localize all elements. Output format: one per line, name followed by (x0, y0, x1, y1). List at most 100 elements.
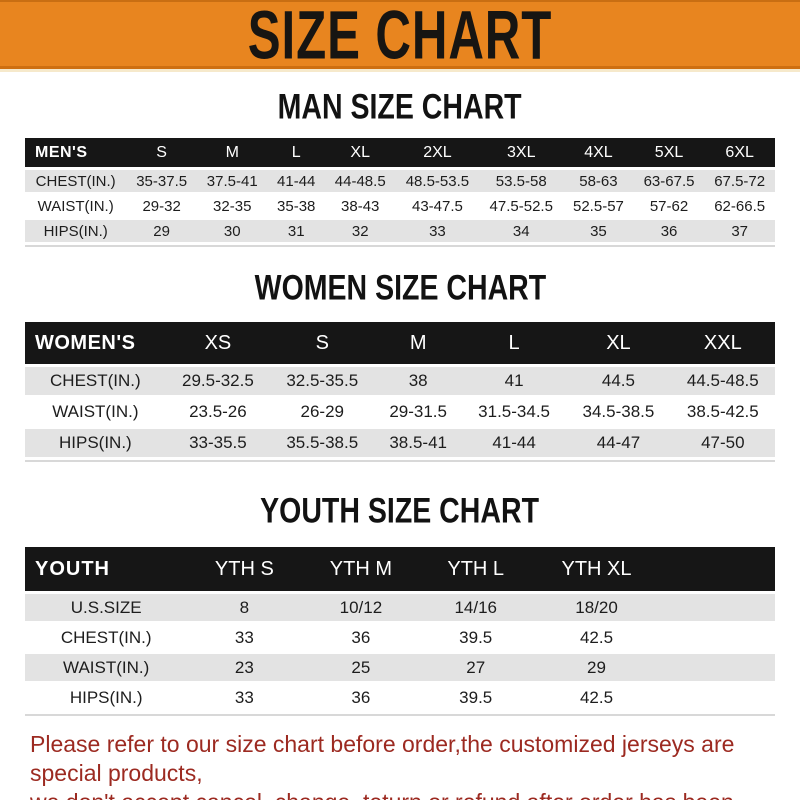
women-size-value: 35.5-38.5 (270, 429, 375, 457)
men-size-value: 67.5-72 (704, 170, 775, 192)
men-measurement-label: CHEST(IN.) (25, 170, 127, 192)
youth-measurement-label: WAIST(IN.) (25, 654, 188, 681)
women-size-value: 26-29 (270, 398, 375, 426)
order-disclaimer-note: Please refer to our size chart before or… (0, 730, 800, 800)
women-size-value: 29-31.5 (374, 398, 462, 426)
youth-filler-cell (662, 624, 775, 651)
women-size-value: 44.5 (566, 367, 671, 395)
youth-size-column-header: YTH S (187, 547, 302, 591)
men-section-heading: MAN SIZE CHART (0, 86, 800, 127)
men-section-title: MAN SIZE CHART (277, 86, 523, 127)
men-size-value: 43-47.5 (395, 195, 480, 217)
men-size-value: 53.5-58 (479, 170, 564, 192)
women-section-title: WOMEN SIZE CHART (254, 267, 546, 308)
youth-size-value: 25 (301, 654, 421, 681)
men-size-value: 34 (479, 220, 564, 242)
men-size-value: 58-63 (563, 170, 634, 192)
youth-size-table: YOUTH YTH S YTH M YTH L YTH XL U.S.SIZE 8 10/12… (25, 544, 775, 714)
women-size-value: 32.5-35.5 (270, 367, 375, 395)
women-size-value: 31.5-34.5 (461, 398, 567, 426)
men-size-column-header: S (126, 138, 197, 167)
youth-size-value: 27 (420, 654, 532, 681)
women-size-value: 41 (461, 367, 567, 395)
youth-filler-cell (662, 594, 775, 621)
women-row-waistin: WAIST(IN.) 23.5-26 26-29 29-31.5 31.5-34.5 34… (25, 398, 775, 426)
page-title: SIZE CHART (247, 0, 553, 73)
men-size-value: 32-35 (196, 195, 268, 217)
men-header-row: MEN'S S M L XL 2XL 3XL 4XL 5XL 6XL (25, 138, 775, 167)
youth-size-value: 10/12 (301, 594, 421, 621)
women-section-heading: WOMEN SIZE CHART (0, 267, 800, 308)
women-size-value: 44-47 (566, 429, 671, 457)
size-chart-banner: SIZE CHART (0, 0, 800, 72)
men-size-value: 52.5-57 (563, 195, 634, 217)
men-size-value: 57-62 (633, 195, 705, 217)
men-size-value: 30 (196, 220, 268, 242)
men-measurement-label: WAIST(IN.) (25, 195, 127, 217)
men-size-column-header: 2XL (395, 138, 480, 167)
youth-size-value: 42.5 (531, 624, 662, 651)
youth-size-value: 36 (301, 684, 421, 711)
men-size-value: 29 (126, 220, 197, 242)
disclaimer-line-1: Please refer to our size chart before or… (30, 731, 735, 786)
youth-row-hipsin: HIPS(IN.) 33 36 39.5 42.5 (25, 684, 775, 711)
youth-row-waistin: WAIST(IN.) 23 25 27 29 (25, 654, 775, 681)
men-corner-label: MEN'S (25, 138, 127, 167)
youth-row-ussize: U.S.SIZE 8 10/12 14/16 18/20 (25, 594, 775, 621)
men-size-value: 35-37.5 (126, 170, 197, 192)
men-size-value: 35-38 (267, 195, 325, 217)
men-size-column-header: 6XL (704, 138, 775, 167)
women-size-column-header: M (374, 322, 462, 364)
women-measurement-label: WAIST(IN.) (25, 398, 166, 426)
youth-filler-cell (662, 684, 775, 711)
men-size-value: 63-67.5 (633, 170, 705, 192)
men-size-table: MEN'S S M L XL 2XL 3XL 4XL 5XL 6XL CHEST(IN.) 35-37… (25, 135, 775, 245)
youth-table-underline (25, 714, 775, 716)
men-row-hipsin: HIPS(IN.) 29 30 31 32 33 34 35 36 37 (25, 220, 775, 242)
men-size-value: 31 (267, 220, 325, 242)
women-size-value: 33-35.5 (165, 429, 271, 457)
women-corner-label: WOMEN'S (25, 322, 166, 364)
men-size-column-header: M (196, 138, 268, 167)
disclaimer-line-2: we don't accept cancel, change, teturn o… (30, 788, 800, 800)
women-size-column-header: XXL (670, 322, 775, 364)
men-size-value: 44-48.5 (324, 170, 396, 192)
men-size-column-header: L (267, 138, 325, 167)
men-size-value: 62-66.5 (704, 195, 775, 217)
women-size-value: 38 (374, 367, 462, 395)
women-size-value: 41-44 (461, 429, 567, 457)
men-size-value: 33 (395, 220, 480, 242)
women-size-column-header: XS (165, 322, 271, 364)
women-size-value: 34.5-38.5 (566, 398, 671, 426)
women-size-value: 47-50 (670, 429, 775, 457)
women-measurement-label: HIPS(IN.) (25, 429, 166, 457)
youth-size-value: 29 (531, 654, 662, 681)
women-row-chestin: CHEST(IN.) 29.5-32.5 32.5-35.5 38 41 44.5 44.5… (25, 367, 775, 395)
youth-section-title: YOUTH SIZE CHART (260, 490, 540, 531)
men-size-value: 37.5-41 (196, 170, 268, 192)
youth-filler-cell (662, 654, 775, 681)
youth-size-value: 39.5 (420, 684, 532, 711)
women-size-table: WOMEN'S XS S M L XL XXL CHEST(IN.) 29.5-32.5 32.5… (25, 319, 775, 460)
men-size-value: 38-43 (324, 195, 396, 217)
men-size-column-header: XL (324, 138, 396, 167)
men-size-value: 37 (704, 220, 775, 242)
youth-size-value: 14/16 (420, 594, 532, 621)
women-size-column-header: XL (566, 322, 671, 364)
women-size-column-header: S (270, 322, 375, 364)
youth-row-chestin: CHEST(IN.) 33 36 39.5 42.5 (25, 624, 775, 651)
women-header-row: WOMEN'S XS S M L XL XXL (25, 322, 775, 364)
men-table-underline (25, 245, 775, 247)
men-size-value: 48.5-53.5 (395, 170, 480, 192)
youth-size-value: 39.5 (420, 624, 532, 651)
men-measurement-label: HIPS(IN.) (25, 220, 127, 242)
youth-measurement-label: HIPS(IN.) (25, 684, 188, 711)
women-size-value: 38.5-42.5 (670, 398, 775, 426)
women-size-value: 38.5-41 (374, 429, 462, 457)
men-size-column-header: 4XL (563, 138, 634, 167)
youth-size-column-header: YTH M (301, 547, 421, 591)
youth-size-value: 33 (187, 684, 302, 711)
women-size-value: 29.5-32.5 (165, 367, 271, 395)
women-table-underline (25, 460, 775, 462)
women-row-hipsin: HIPS(IN.) 33-35.5 35.5-38.5 38.5-41 41-44 44-… (25, 429, 775, 457)
